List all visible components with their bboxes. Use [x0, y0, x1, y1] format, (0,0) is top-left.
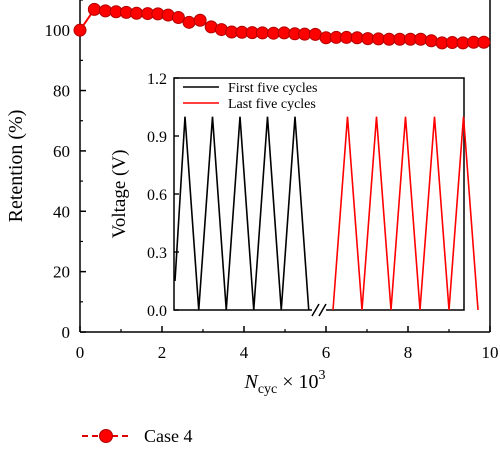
inset-y-tick-label: 0.3	[147, 245, 167, 262]
voltage-inset: 0.0 0.3 0.6 0.9 1.2 First five cycles Last f…	[147, 71, 479, 320]
y-tick-label: 0	[62, 323, 71, 342]
inset-y-tick-label: 0.9	[147, 129, 167, 146]
main-legend-label: Case 4	[144, 426, 193, 446]
inset-y-axis-title: Voltage (V)	[109, 150, 130, 239]
x-tick-label: 2	[158, 343, 167, 362]
y-tick-label: 80	[53, 82, 70, 101]
retention-point	[182, 15, 196, 29]
first-five-cycles-line	[174, 116, 310, 311]
last-cycles-path	[332, 116, 479, 311]
inset-y-tick-label: 0.6	[147, 187, 167, 204]
x-tick-label: 10	[482, 343, 499, 362]
legend-label-first: First five cycles	[228, 81, 317, 96]
first-cycles-path	[174, 116, 310, 311]
main-y-ticks: 0 20 40 60 80 100	[45, 0, 86, 342]
retention-series	[73, 2, 491, 50]
main-legend-marker	[99, 429, 113, 443]
retention-point	[73, 23, 87, 37]
retention-point	[193, 13, 207, 27]
x-title-exp: 3	[319, 368, 326, 383]
x-tick-label: 8	[404, 343, 413, 362]
retention-point	[98, 4, 112, 18]
retention-point	[277, 26, 291, 40]
main-x-ticks: 0 2 4 6 8 10	[76, 326, 499, 362]
y-tick-label: 40	[53, 202, 70, 221]
y-tick-label: 60	[53, 142, 70, 161]
axis-break-mark-2	[318, 303, 327, 317]
inset-y-ticks: 0.0 0.3 0.6 0.9 1.2	[147, 71, 179, 320]
retention-point	[87, 2, 101, 16]
y-tick-label: 20	[53, 263, 70, 282]
retention-point	[171, 11, 185, 25]
x-tick-label: 0	[76, 343, 85, 362]
inset-legend: First five cycles Last five cycles	[183, 81, 317, 112]
retention-point	[130, 6, 144, 20]
retention-point	[308, 27, 322, 41]
axis-break-mark-1	[311, 303, 320, 317]
last-five-cycles-line	[332, 116, 479, 311]
retention-point	[350, 31, 364, 45]
inset-frame	[173, 77, 465, 311]
inset-y-tick-label: 0.0	[147, 303, 167, 320]
x-title-sub: cyc	[258, 382, 277, 397]
x-tick-label: 4	[240, 343, 249, 362]
y-tick-label: 100	[45, 21, 71, 40]
retention-point	[414, 32, 428, 46]
legend-label-last: Last five cycles	[228, 97, 316, 112]
main-x-axis-title: Ncyc × 103	[243, 368, 325, 397]
main-y-axis-title: Retention (%)	[5, 110, 27, 223]
x-title-suffix: × 10	[277, 371, 318, 393]
x-tick-label: 6	[322, 343, 331, 362]
retention-point	[477, 35, 491, 49]
inset-y-tick-label: 1.2	[147, 71, 167, 88]
x-title-main: N	[243, 371, 259, 393]
retention-point	[255, 26, 269, 40]
main-legend: Case 4	[82, 426, 193, 446]
retention-point	[424, 34, 438, 48]
axis-break-gap	[312, 303, 326, 317]
